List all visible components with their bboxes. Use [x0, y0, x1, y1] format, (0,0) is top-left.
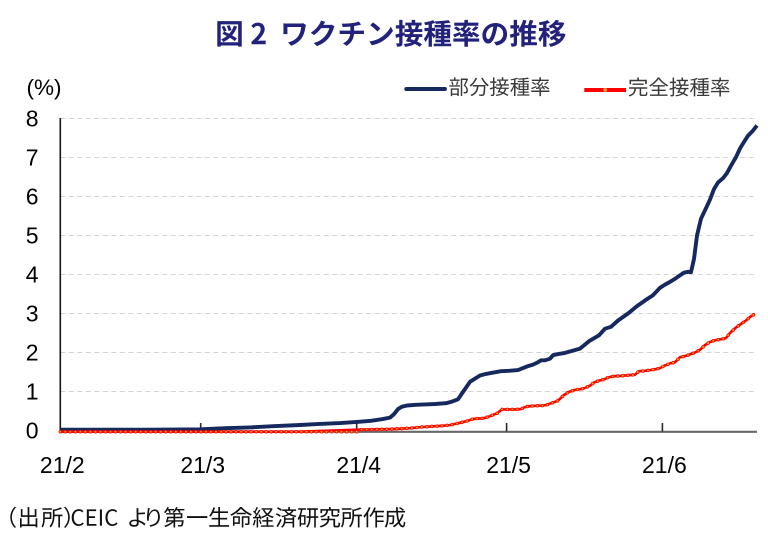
svg-text:21/6: 21/6: [642, 452, 687, 478]
svg-text:(%): (%): [27, 75, 62, 100]
svg-text:1: 1: [26, 379, 39, 405]
svg-text:7: 7: [26, 145, 39, 171]
svg-text:6: 6: [26, 184, 39, 210]
svg-text:2: 2: [26, 340, 39, 366]
svg-text:21/2: 21/2: [40, 452, 85, 478]
svg-text:8: 8: [26, 106, 39, 132]
svg-text:21/5: 21/5: [486, 452, 531, 478]
svg-text:4: 4: [26, 262, 39, 288]
svg-text:5: 5: [26, 223, 39, 249]
svg-text:21/4: 21/4: [336, 452, 381, 478]
svg-text:3: 3: [26, 301, 39, 327]
svg-text:21/3: 21/3: [180, 452, 225, 478]
svg-text:0: 0: [26, 418, 39, 444]
